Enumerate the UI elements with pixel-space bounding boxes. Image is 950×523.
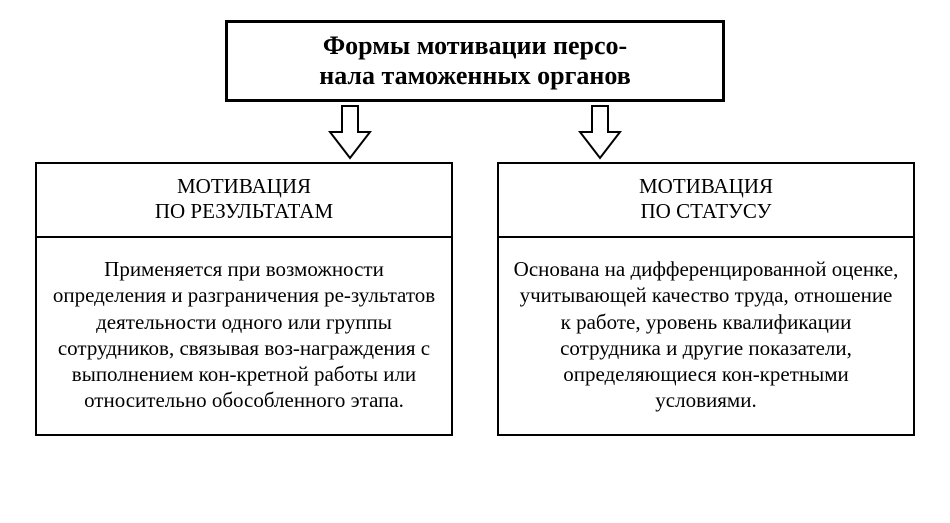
diagram-title-box: Формы мотивации персо- нала таможенных о… <box>225 20 725 102</box>
down-arrow-icon <box>328 104 372 160</box>
branch-status-body: Основана на дифференцированной оценке, у… <box>499 238 913 434</box>
branch-results: МОТИВАЦИЯ ПО РЕЗУЛЬТАТАМ Применяется при… <box>35 162 453 436</box>
title-line-1: Формы мотивации персо- <box>323 31 627 60</box>
arrow-right <box>575 104 625 160</box>
branch-results-header-line1: МОТИВАЦИЯ <box>177 174 311 198</box>
branch-status: МОТИВАЦИЯ ПО СТАТУСУ Основана на диффере… <box>497 162 915 436</box>
branch-results-body: Применяется при возможности определения … <box>37 238 451 434</box>
branch-results-header: МОТИВАЦИЯ ПО РЕЗУЛЬТАТАМ <box>37 164 451 238</box>
title-line-2: нала таможенных органов <box>319 61 631 90</box>
motivation-forms-diagram: Формы мотивации персо- нала таможенных о… <box>20 20 930 436</box>
branch-status-header-line2: ПО СТАТУСУ <box>641 199 772 223</box>
branch-status-header: МОТИВАЦИЯ ПО СТАТУСУ <box>499 164 913 238</box>
arrow-left <box>325 104 375 160</box>
branches-row: МОТИВАЦИЯ ПО РЕЗУЛЬТАТАМ Применяется при… <box>20 162 930 436</box>
down-arrow-icon <box>578 104 622 160</box>
branch-status-header-line1: МОТИВАЦИЯ <box>639 174 773 198</box>
arrows-row <box>20 104 930 160</box>
branch-results-header-line2: ПО РЕЗУЛЬТАТАМ <box>155 199 333 223</box>
